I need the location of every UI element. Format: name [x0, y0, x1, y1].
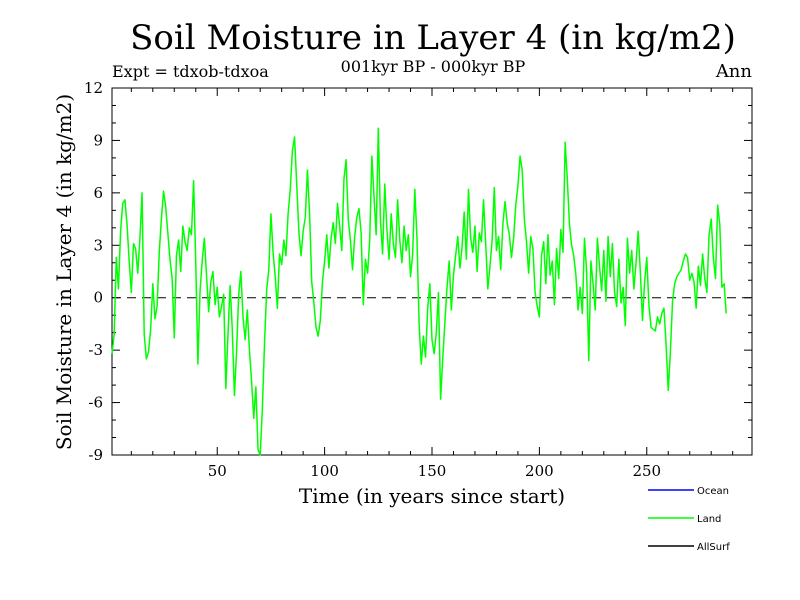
season-label: Ann	[715, 61, 753, 82]
x-tick-label: 50	[208, 462, 227, 480]
chart-subtitle: 001kyr BP - 000kyr BP	[341, 57, 526, 76]
y-tick-label: 3	[93, 236, 103, 254]
experiment-label: Expt = tdxob-tdxoa	[112, 62, 269, 81]
x-tick-label: 150	[418, 462, 447, 480]
y-tick-label: 9	[93, 131, 103, 149]
plot-frame	[111, 87, 753, 456]
y-tick-label: 12	[84, 79, 103, 97]
y-tick-label: 0	[93, 289, 103, 307]
legend: Ocean Land AllSurf	[648, 486, 730, 553]
y-tick-label: 6	[93, 184, 103, 202]
legend-label-land: Land	[697, 514, 721, 525]
x-tick-label: 250	[632, 462, 661, 480]
legend-label-allsurf: AllSurf	[697, 542, 730, 553]
y-tick-label: -9	[88, 446, 103, 464]
y-tick-label: -3	[88, 341, 103, 359]
x-tick-label: 100	[310, 462, 339, 480]
y-axis-label: Soil Moisture in Layer 4 (in kg/m2)	[52, 94, 76, 450]
x-axis-label: Time (in years since start)	[299, 484, 565, 508]
series-line-land	[111, 127, 727, 456]
axis-ticks	[112, 87, 752, 456]
chart-title: Soil Moisture in Layer 4 (in kg/m2)	[130, 18, 736, 58]
legend-label-ocean: Ocean	[697, 486, 729, 497]
x-tick-label: 200	[525, 462, 554, 480]
y-tick-label: -6	[88, 394, 103, 412]
tick-labels: 50 100 150 200 250 -9 -6 -3 0 3 6 9 12	[84, 79, 661, 480]
